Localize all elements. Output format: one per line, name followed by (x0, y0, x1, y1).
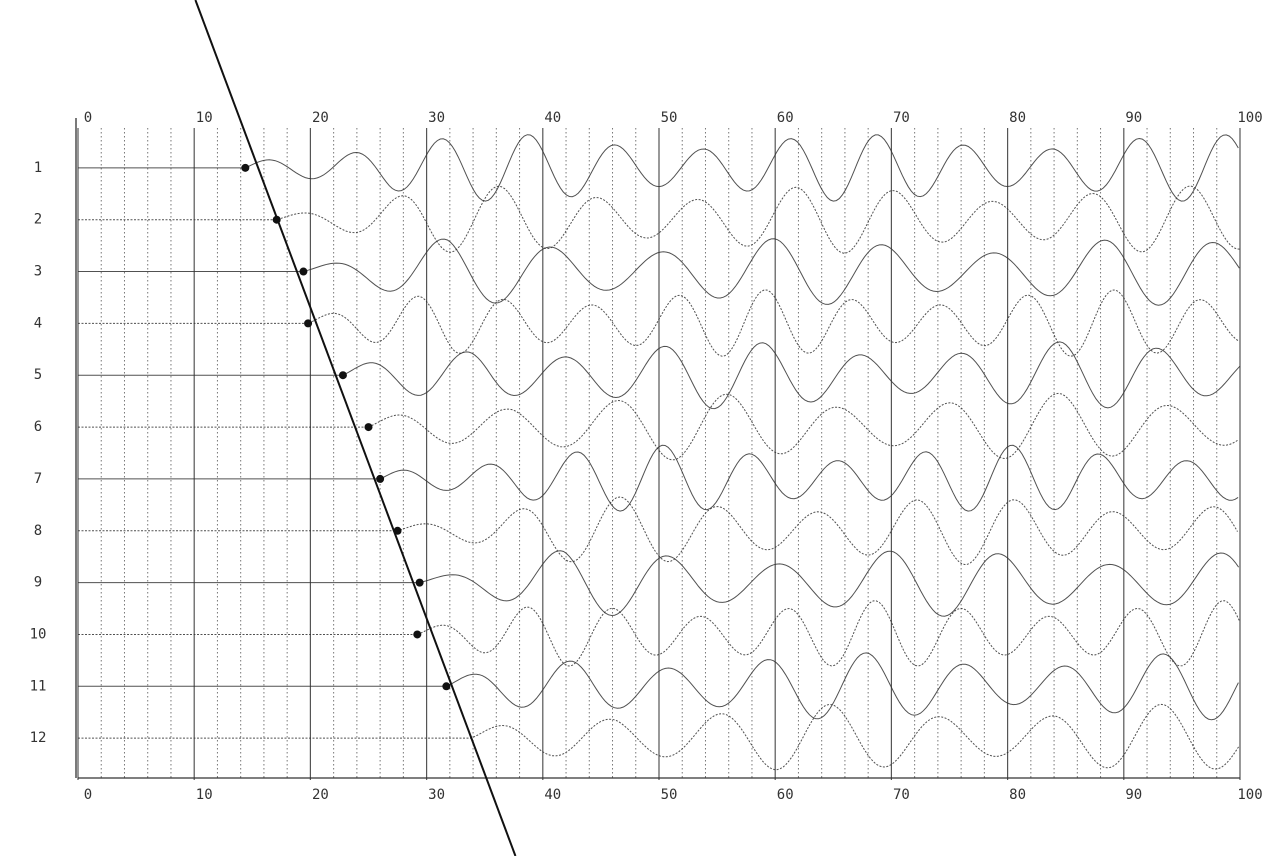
trace-waveform (78, 393, 1239, 459)
x-tick-label-top: 40 (544, 110, 561, 126)
trace-label: 10 (30, 626, 47, 642)
x-tick-label-top: 70 (893, 110, 910, 126)
trace-waveform (78, 497, 1238, 565)
trace-waveform (78, 551, 1239, 616)
trace-label: 5 (34, 367, 42, 383)
trace-label: 4 (34, 315, 42, 331)
first-break-pick (413, 630, 421, 638)
x-tick-label-bottom: 70 (893, 787, 910, 803)
first-break-pick (304, 319, 312, 327)
first-break-pick (299, 268, 307, 276)
x-tick-label-bottom: 30 (428, 787, 445, 803)
trace-label: 11 (30, 678, 47, 694)
x-tick-label-bottom: 10 (196, 787, 213, 803)
x-tick-label-top: 20 (312, 110, 329, 126)
trace-label: 1 (34, 160, 42, 176)
first-arrival-fit (195, 0, 515, 856)
x-tick-label-top: 30 (428, 110, 445, 126)
trace-waveform (78, 653, 1238, 720)
x-tick-label-top: 90 (1125, 110, 1142, 126)
x-tick-label-top: 100 (1237, 110, 1262, 126)
first-break-pick (365, 423, 373, 431)
trace-waveform (78, 445, 1238, 511)
trace-label: 3 (34, 264, 42, 280)
x-tick-label-bottom: 20 (312, 787, 329, 803)
x-tick-label-top: 80 (1009, 110, 1026, 126)
first-break-pick (376, 475, 384, 483)
trace-label: 9 (34, 575, 42, 591)
first-break-pick (416, 579, 424, 587)
x-tick-label-bottom: 0 (84, 787, 92, 803)
x-tick-label-bottom: 60 (777, 787, 794, 803)
trace-label: 7 (34, 471, 42, 487)
first-break-pick (241, 164, 249, 172)
x-tick-label-top: 10 (196, 110, 213, 126)
first-break-pick (339, 371, 347, 379)
x-tick-label-bottom: 80 (1009, 787, 1026, 803)
trace-label: 2 (34, 212, 42, 228)
trace-label: 8 (34, 523, 42, 539)
x-tick-label-bottom: 40 (544, 787, 561, 803)
x-tick-label-top: 50 (661, 110, 678, 126)
trace-waveform (78, 290, 1238, 356)
x-tick-label-bottom: 100 (1237, 787, 1262, 803)
first-break-pick (442, 682, 450, 690)
x-tick-label-bottom: 90 (1125, 787, 1142, 803)
trace-label: 6 (34, 419, 42, 435)
x-tick-label-bottom: 50 (661, 787, 678, 803)
x-tick-label-top: 0 (84, 110, 92, 126)
trace-label: 12 (30, 730, 47, 746)
seismogram: 0 0 10 10 20 20 30 30 40 40 50 50 60 60 70 70 80 80 90 90 10… (0, 0, 1277, 856)
x-tick-label-top: 60 (777, 110, 794, 126)
trace-waveform (78, 135, 1238, 201)
